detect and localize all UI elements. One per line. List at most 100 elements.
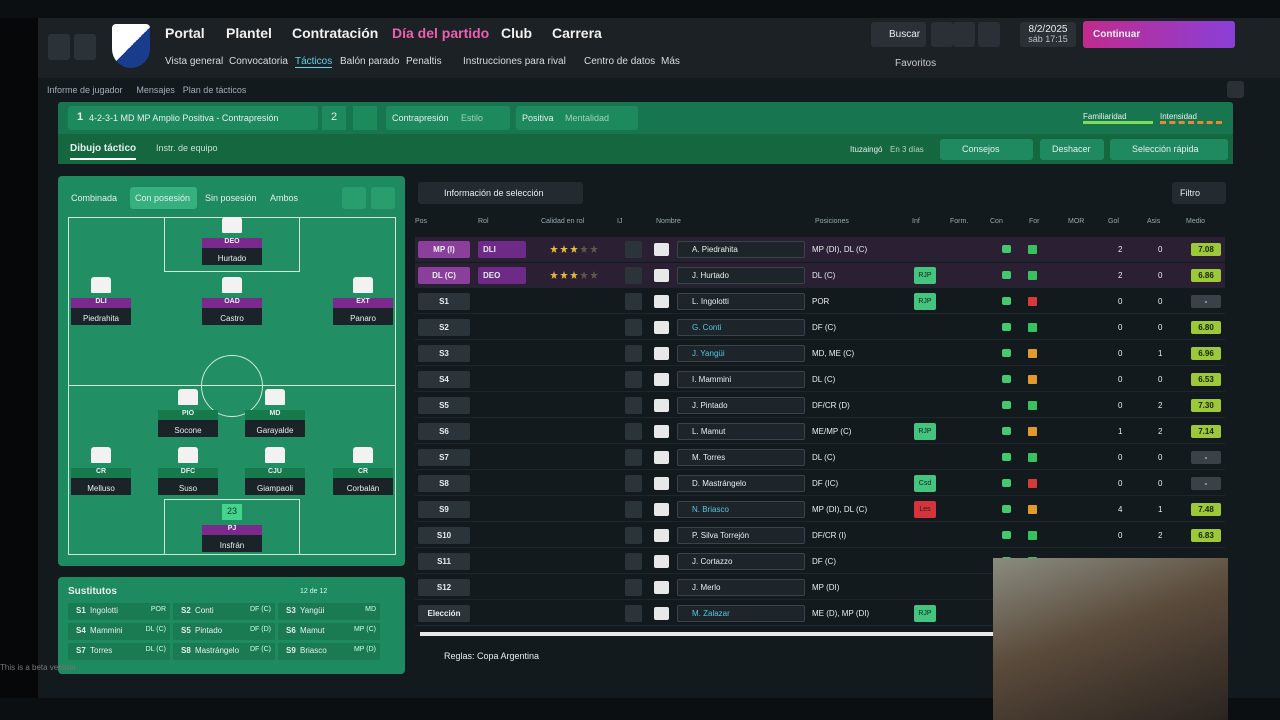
action-button[interactable]: Selección rápida (1110, 139, 1228, 160)
pitch-tab[interactable]: Sin posesión (205, 193, 257, 203)
table-row[interactable] (415, 601, 1225, 626)
filter-button[interactable]: Filtro (1172, 182, 1226, 204)
icon-button[interactable] (978, 22, 1000, 47)
sub-cell[interactable] (173, 623, 275, 640)
tactic-slot[interactable]: 2 (322, 106, 346, 130)
submenu-item[interactable]: Instrucciones para rival (463, 56, 566, 67)
player-shirt[interactable] (353, 277, 373, 293)
row-icon[interactable] (625, 501, 642, 518)
row-icon[interactable] (625, 605, 642, 622)
row-name-box[interactable] (677, 397, 805, 414)
player-shirt[interactable] (91, 277, 111, 293)
search-button[interactable]: Buscar (871, 22, 926, 47)
close-button[interactable] (1227, 81, 1244, 98)
row-icon[interactable] (625, 319, 642, 336)
nav-back[interactable] (48, 34, 70, 60)
player-shirt[interactable] (222, 217, 242, 233)
continue-button[interactable]: Continuar (1083, 21, 1235, 48)
table-row[interactable] (415, 575, 1225, 600)
row-name-box[interactable] (677, 371, 805, 388)
add-button[interactable] (353, 106, 377, 130)
row-role[interactable]: DEO (478, 267, 526, 284)
row-name-box[interactable] (677, 501, 805, 518)
menu-item[interactable]: Contratación (292, 25, 379, 41)
icon-button[interactable] (931, 22, 953, 47)
action-button[interactable]: Consejos (940, 139, 1033, 160)
sub-cell[interactable] (278, 643, 380, 660)
row-name-box[interactable] (677, 345, 805, 362)
pitch-button[interactable] (342, 187, 366, 209)
pitch-tab[interactable]: Combinada (71, 193, 118, 203)
table-row[interactable] (415, 341, 1225, 366)
row-icon[interactable] (625, 267, 642, 284)
row-icon[interactable] (625, 241, 642, 258)
pitch-collapse[interactable] (371, 187, 395, 209)
row-name-box[interactable] (677, 527, 805, 544)
table-row[interactable] (415, 315, 1225, 340)
sub-cell[interactable] (278, 603, 380, 620)
mentality-box[interactable] (516, 106, 638, 130)
table-row[interactable] (415, 393, 1225, 418)
row-role[interactable]: DLI (478, 241, 526, 258)
submenu-item[interactable]: Convocatoria (229, 56, 288, 67)
nav-forward[interactable] (74, 34, 96, 60)
player-shirt[interactable] (222, 277, 242, 293)
menu-item[interactable]: Portal (165, 25, 205, 41)
table-row[interactable] (415, 445, 1225, 470)
table-row[interactable] (415, 289, 1225, 314)
action-button[interactable]: Deshacer (1040, 139, 1104, 160)
player-shirt[interactable] (265, 447, 285, 463)
table-row[interactable] (415, 549, 1225, 574)
breadcrumb-item[interactable]: Plan de tácticos (182, 85, 247, 95)
row-name-box[interactable] (677, 267, 805, 284)
breadcrumb-item[interactable]: Informe de jugador (47, 85, 123, 95)
submenu-item[interactable]: Tácticos (295, 56, 333, 68)
player-shirt[interactable] (91, 447, 111, 463)
row-name-box[interactable] (677, 475, 805, 492)
row-name-box[interactable] (677, 579, 805, 596)
icon-button[interactable] (953, 22, 975, 47)
table-row[interactable] (415, 237, 1225, 262)
row-name-box[interactable] (677, 605, 805, 622)
sub-cell[interactable] (68, 603, 170, 620)
sub-cell[interactable] (278, 623, 380, 640)
submenu-item[interactable]: Centro de datos (584, 56, 656, 67)
row-icon[interactable] (625, 449, 642, 466)
favorites[interactable]: Favoritos (895, 58, 937, 69)
row-icon[interactable] (625, 553, 642, 570)
selection-info[interactable]: Información de selección (418, 182, 583, 204)
row-name-box[interactable] (677, 293, 805, 310)
submenu-item[interactable]: Más (661, 56, 680, 67)
submenu-item[interactable]: Vista general (165, 56, 224, 67)
row-name-box[interactable] (677, 553, 805, 570)
table-row[interactable] (415, 471, 1225, 496)
submenu-item[interactable]: Balón parado (340, 56, 400, 67)
player-shirt[interactable] (178, 389, 198, 405)
table-row[interactable] (415, 497, 1225, 522)
row-icon[interactable] (625, 579, 642, 596)
table-row[interactable] (415, 367, 1225, 392)
row-icon[interactable] (625, 371, 642, 388)
row-icon[interactable] (625, 293, 642, 310)
row-icon[interactable] (625, 423, 642, 440)
table-row[interactable] (415, 523, 1225, 548)
table-row[interactable] (415, 419, 1225, 444)
row-icon[interactable] (625, 475, 642, 492)
sub-cell[interactable] (173, 603, 275, 620)
row-name-box[interactable] (677, 449, 805, 466)
row-icon[interactable] (625, 345, 642, 362)
subtab[interactable]: Instr. de equipo (156, 143, 218, 153)
menu-item[interactable]: Plantel (226, 25, 272, 41)
sub-cell[interactable] (68, 623, 170, 640)
row-icon[interactable] (625, 397, 642, 414)
sub-cell[interactable] (173, 643, 275, 660)
menu-item[interactable]: Club (501, 25, 533, 41)
style-box[interactable] (386, 106, 510, 130)
sub-cell[interactable] (68, 643, 170, 660)
tactic-selector[interactable] (68, 106, 318, 130)
menu-item[interactable]: Carrera (552, 25, 602, 41)
row-name-box[interactable] (677, 423, 805, 440)
pitch-tab[interactable]: Ambos (270, 193, 299, 203)
breadcrumb-item[interactable]: Mensajes (136, 85, 175, 95)
row-name-box[interactable] (677, 241, 805, 258)
